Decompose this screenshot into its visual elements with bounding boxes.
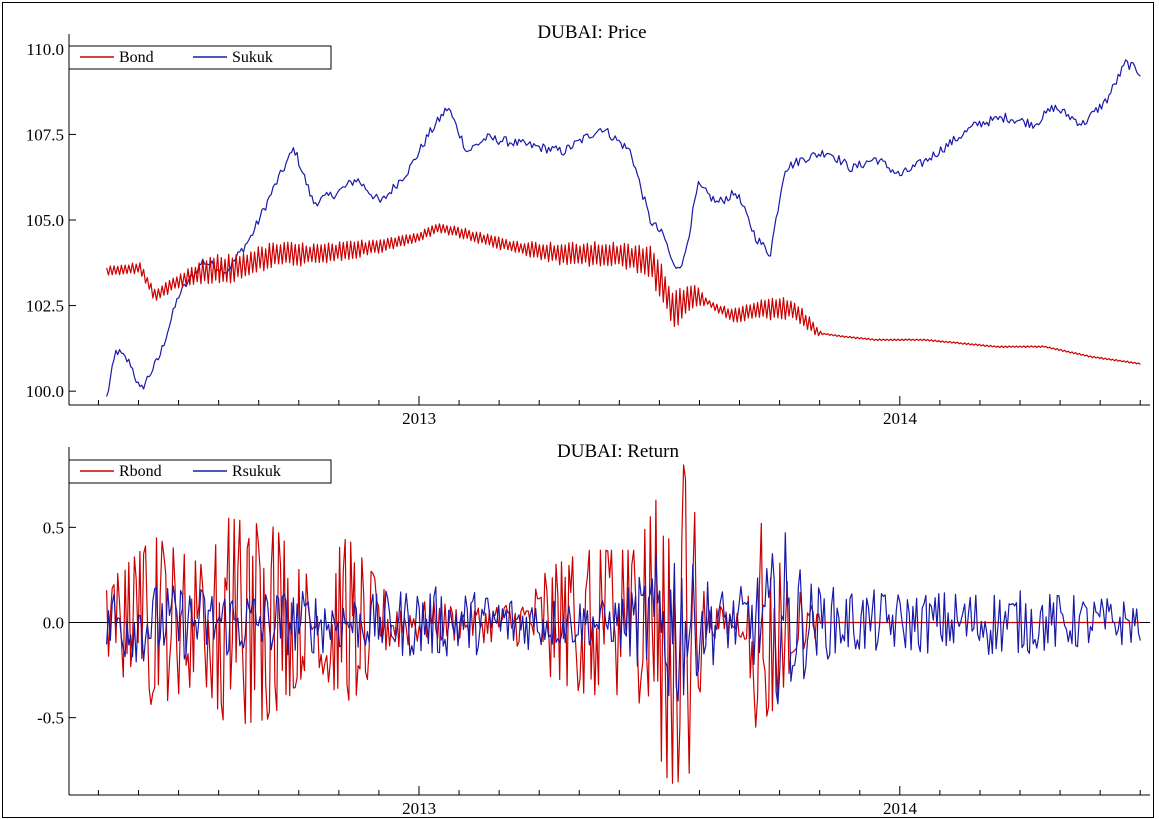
y-tick-label: 0.5 bbox=[43, 518, 64, 537]
y-tick-label: 0.0 bbox=[43, 614, 64, 633]
legend-label-sukuk: Sukuk bbox=[232, 49, 273, 66]
series-line-sukuk bbox=[106, 59, 1141, 397]
series-line-rsukuk bbox=[106, 532, 1141, 705]
x-tick-label: 2013 bbox=[402, 799, 436, 818]
y-tick-label: 105.0 bbox=[26, 211, 64, 230]
x-tick-label: 2013 bbox=[402, 409, 436, 428]
x-tick-label: 2014 bbox=[883, 799, 918, 818]
x-tick-label: 2014 bbox=[883, 409, 918, 428]
chart-title: DUBAI: Return bbox=[557, 441, 679, 462]
legend-label-rsukuk: Rsukuk bbox=[232, 463, 281, 480]
y-tick-label: 110.0 bbox=[26, 40, 64, 59]
series-line-bond bbox=[106, 223, 1141, 366]
y-tick-label: 107.5 bbox=[26, 125, 64, 144]
chart-title: DUBAI: Price bbox=[537, 22, 646, 43]
legend-label-rbond: Rbond bbox=[119, 463, 162, 480]
y-tick-label: -0.5 bbox=[37, 709, 64, 728]
legend-label-bond: Bond bbox=[119, 49, 154, 66]
y-tick-label: 102.5 bbox=[26, 297, 64, 316]
y-tick-label: 100.0 bbox=[26, 382, 64, 401]
